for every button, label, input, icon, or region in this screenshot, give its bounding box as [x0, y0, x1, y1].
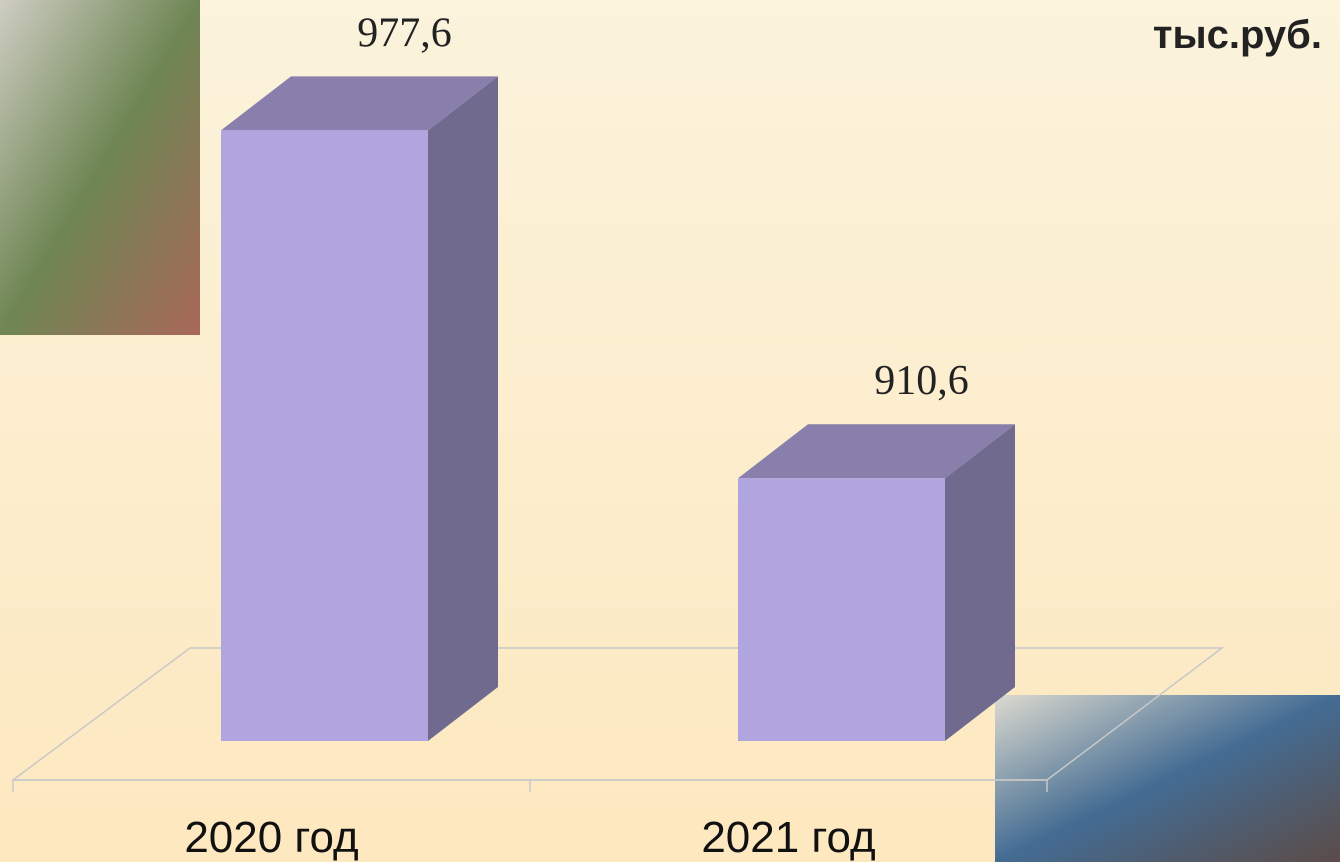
bar-side	[945, 424, 1015, 741]
bar	[221, 76, 498, 741]
x-tick-label: 2021 год	[701, 813, 875, 862]
bar-top	[221, 76, 498, 131]
bar	[738, 424, 1015, 741]
bar-front	[221, 130, 428, 741]
value-label: 910,6	[874, 358, 969, 404]
bar-top	[738, 424, 1015, 479]
value-label: 977,6	[357, 10, 452, 56]
bar-front	[738, 478, 945, 741]
x-tick-label: 2020 год	[184, 813, 358, 862]
photo	[0, 0, 200, 335]
unit-label: тыс.руб.	[1153, 13, 1322, 57]
photo	[995, 695, 1340, 862]
bar-side	[428, 76, 498, 741]
